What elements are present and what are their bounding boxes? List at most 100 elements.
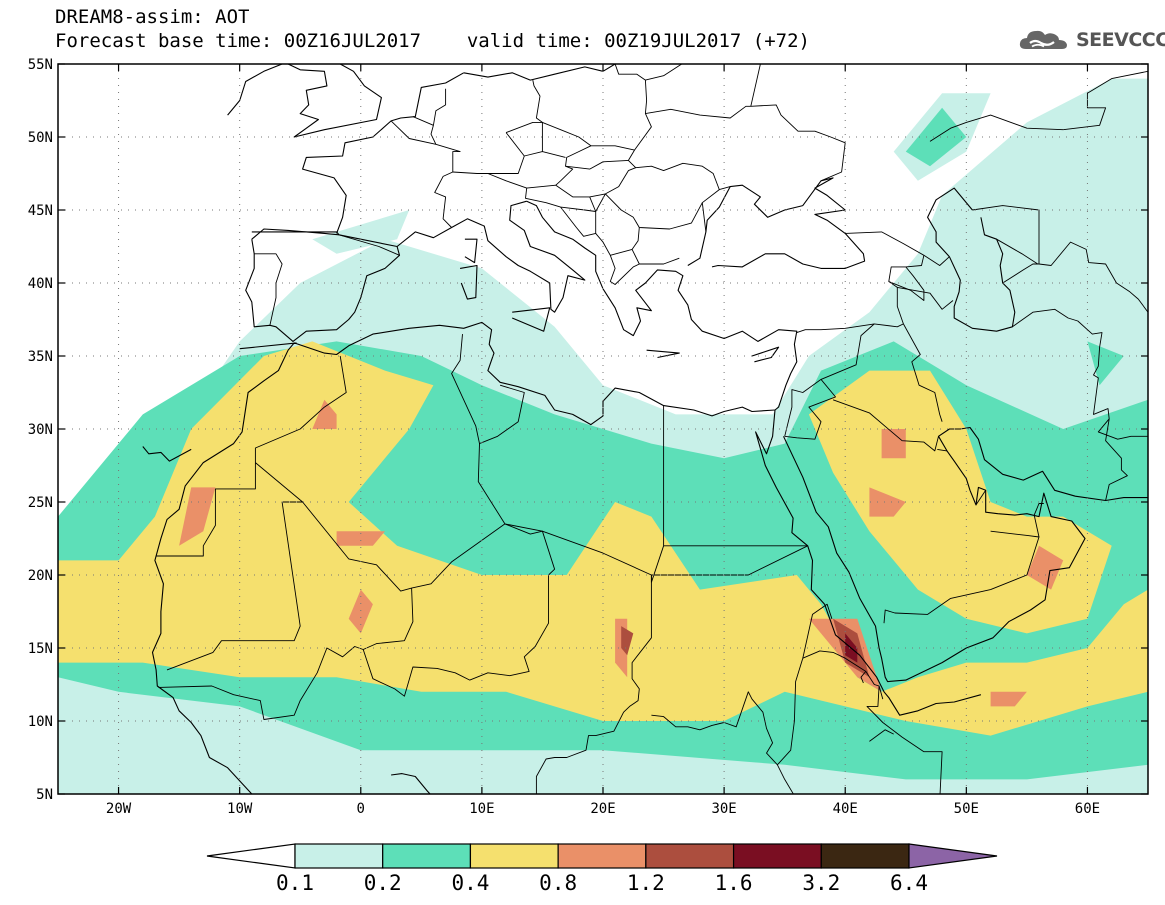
coastlines	[142, 64, 1148, 794]
country-border	[820, 323, 943, 422]
lon-tick-label: 60E	[1075, 801, 1100, 817]
coastline	[783, 426, 1148, 683]
colorbar-under-arrow	[206, 843, 296, 869]
coastline	[227, 64, 283, 116]
lon-tick-label: 10E	[469, 801, 494, 817]
aot-region-0.4-0.8-2	[215, 487, 325, 575]
country-border	[651, 691, 794, 794]
colorbar-box	[732, 843, 822, 869]
country-border	[975, 490, 987, 506]
country-border	[1063, 70, 1148, 131]
country-border	[614, 64, 646, 81]
lon-tick-label: 40E	[833, 801, 858, 817]
lat-tick-label: 40N	[28, 276, 53, 292]
country-border	[896, 286, 954, 325]
country-border	[937, 448, 948, 452]
coastline	[646, 349, 680, 359]
colorbar-label: 0.1	[276, 871, 314, 895]
lon-tick-label: 30E	[711, 801, 736, 817]
country-border	[604, 167, 703, 230]
aot-region-0.8-1.2-0	[179, 487, 216, 546]
colorbar-label: 0.4	[451, 871, 489, 895]
colorbar-box	[557, 843, 647, 869]
coastline	[396, 200, 586, 313]
coastline	[251, 228, 340, 240]
lon-tick-label: 20E	[590, 801, 615, 817]
country-border	[595, 233, 680, 285]
country-border	[560, 206, 597, 237]
lat-tick-label: 20N	[28, 568, 53, 584]
country-border	[719, 186, 731, 191]
coastline	[460, 264, 478, 300]
aot-region-0.8-1.2-1	[312, 399, 337, 429]
coastline	[927, 187, 1016, 332]
country-border	[681, 64, 683, 65]
colorbar-label: 0.8	[539, 871, 577, 895]
coastline	[755, 409, 982, 716]
colorbar-box	[645, 843, 735, 869]
aot-region-0.8-1.2-7	[869, 487, 906, 517]
aot-region-0.2-0.4-2	[1087, 341, 1124, 386]
coastline	[463, 64, 616, 81]
aot-contours	[58, 78, 1148, 794]
aot-region-0.4-0.8-0	[58, 341, 1148, 736]
country-border	[555, 145, 635, 198]
aot-region-0.8-1.2-9	[990, 691, 1027, 707]
aot-region-0.8-1.2-3	[348, 589, 373, 634]
axis-ticks: 55N 50N 45N 40N 35N 30N 25N 20N 15N 10N 5N 20W 10W 0 1…	[28, 57, 1148, 817]
colorbar-label: 6.4	[890, 871, 928, 895]
colorbar-box	[382, 843, 472, 869]
country-border	[929, 114, 1064, 142]
coastline	[511, 307, 551, 332]
colorbar-label: 3.2	[802, 871, 840, 895]
country-border	[802, 650, 884, 700]
coastline	[245, 231, 401, 342]
coastline	[464, 238, 478, 264]
coastline	[287, 64, 382, 138]
country-border	[1012, 308, 1148, 440]
aot-region-0.8-1.2-8	[1026, 545, 1064, 590]
lat-tick-label: 35N	[28, 349, 53, 365]
gridlines	[58, 64, 1148, 794]
lon-tick-label: 50E	[954, 801, 979, 817]
aot-region-0.8-1.2-2	[336, 531, 385, 546]
colorbar-label: 0.2	[364, 871, 402, 895]
country-border	[565, 159, 629, 170]
coastline	[391, 773, 431, 794]
lat-tick-label: 30N	[28, 422, 53, 438]
country-border	[610, 227, 640, 256]
country-border	[254, 253, 283, 326]
lon-tick-label: 0	[357, 801, 365, 817]
country-border	[505, 132, 525, 157]
seevccc-logo: SEEVCCC	[1018, 24, 1165, 56]
country-border	[888, 266, 925, 301]
country-border	[434, 151, 566, 228]
lat-tick-label: 5N	[36, 787, 53, 803]
lat-tick-label: 45N	[28, 203, 53, 219]
country-border	[430, 88, 461, 172]
lat-tick-label: 25N	[28, 495, 53, 511]
country-border	[644, 64, 846, 182]
country-border	[869, 729, 894, 742]
colorbar-box	[820, 843, 910, 869]
country-border	[412, 116, 434, 126]
coastline	[751, 346, 780, 363]
map-title: DREAM8-assim: AOT	[55, 6, 250, 28]
country-border	[1105, 418, 1128, 501]
country-border	[796, 323, 875, 334]
logo-text: SEEVCCC	[1076, 29, 1165, 51]
country-border	[535, 582, 652, 794]
country-border	[866, 685, 943, 794]
country-border	[832, 399, 939, 452]
country-border	[1033, 503, 1044, 538]
coastline	[151, 321, 776, 794]
lat-tick-label: 15N	[28, 641, 53, 657]
country-border	[479, 384, 525, 445]
country-border	[631, 249, 640, 265]
country-border	[750, 64, 761, 107]
country-border	[156, 462, 256, 557]
country-border	[845, 231, 925, 288]
country-border	[589, 196, 597, 212]
base-time-label: Forecast base time: 00Z16JUL2017	[55, 30, 422, 52]
